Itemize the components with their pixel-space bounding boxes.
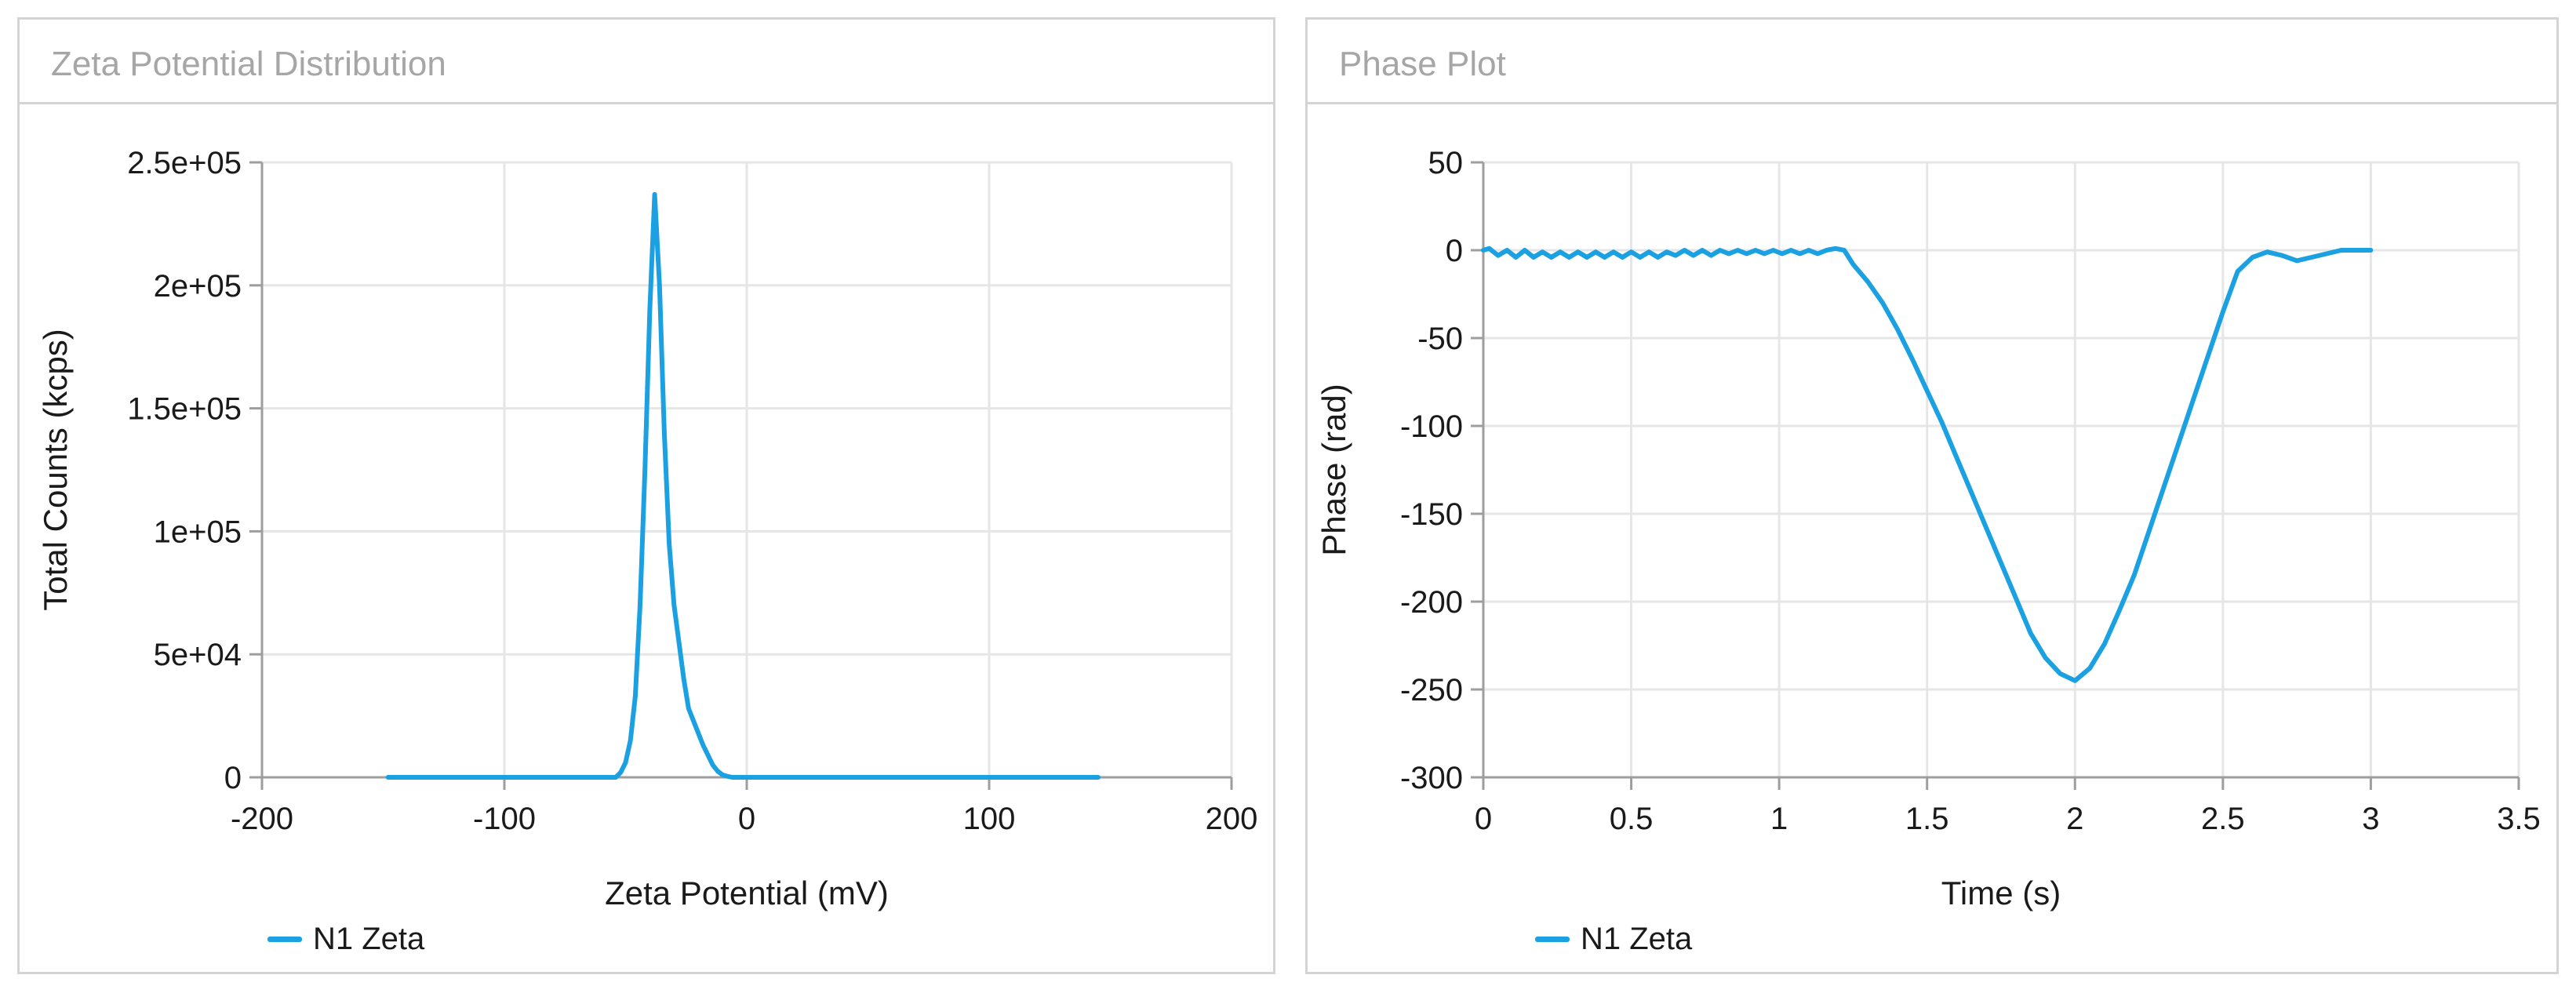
phase-ytick-label-1: -250 [1400, 673, 1463, 708]
zeta-series-line-0[interactable] [385, 191, 1101, 780]
zeta-ytick-label-5: 2.5e+05 [127, 146, 242, 180]
zeta-ytick-label-1: 5e+04 [154, 638, 242, 672]
zeta-xtick-label-0: -200 [231, 802, 293, 836]
phase-plot-panel: Phase Plot 0 0.5 1 1.5 2 2.5 3 3.5 -300 -250 -200 -… [1305, 17, 2559, 974]
zeta-xtick-label-2: 0 [738, 802, 755, 836]
zeta-legend-swatch [267, 937, 302, 942]
phase-ytick-label-7: 50 [1428, 146, 1464, 180]
zeta-ytick-label-2: 1e+05 [154, 515, 242, 549]
zeta-ytick-label-4: 2e+05 [154, 269, 242, 304]
phase-ytick-label-5: -50 [1417, 322, 1463, 356]
phase-xtick-label-4: 2 [2066, 802, 2083, 836]
phase-xtick-label-1: 0.5 [1610, 802, 1654, 836]
phase-xtick-label-6: 3 [2362, 802, 2379, 836]
phase-y-axis-title: Phase (rad) [1315, 384, 1352, 555]
phase-ytick-label-4: -100 [1400, 409, 1463, 444]
zeta-ytick-label-3: 1.5e+05 [127, 392, 242, 427]
phase-xtick-label-3: 1.5 [1905, 802, 1949, 836]
zeta-panel-header: Zeta Potential Distribution [20, 20, 1273, 104]
zeta-y-axis-title: Total Counts (kcps) [37, 329, 74, 610]
zeta-potential-panel: Zeta Potential Distribution -200 -100 0 100… [17, 17, 1275, 974]
phase-x-axis-title: Time (s) [1941, 875, 2061, 911]
phase-legend-swatch [1535, 937, 1570, 942]
phase-xtick-label-2: 1 [1770, 802, 1788, 836]
phase-xtick-label-5: 2.5 [2201, 802, 2245, 836]
phase-ytick-label-0: -300 [1400, 761, 1463, 795]
phase-xtick-label-0: 0 [1475, 802, 1492, 836]
zeta-xtick-label-1: -100 [473, 802, 536, 836]
phase-legend-label: N1 Zeta [1581, 922, 1693, 956]
zeta-legend[interactable]: N1 Zeta [267, 922, 424, 957]
phase-legend[interactable]: N1 Zeta [1535, 922, 1692, 957]
phase-series-line-0[interactable] [1481, 246, 2374, 683]
phase-panel-header: Phase Plot [1308, 20, 2556, 104]
zeta-chart: -200 -100 0 100 200 0 5e+04 1e+05 1.5e+05 2e+05 2.… [37, 146, 1258, 911]
zeta-x-axis-title: Zeta Potential (mV) [605, 875, 889, 911]
phase-ytick-label-2: -200 [1400, 585, 1463, 620]
zeta-ytick-label-0: 0 [224, 761, 242, 795]
phase-panel-title: Phase Plot [1339, 45, 1506, 83]
phase-ytick-label-6: 0 [1446, 234, 1463, 268]
phase-chart: 0 0.5 1 1.5 2 2.5 3 3.5 -300 -250 -200 -150 -100 -50 0… [1315, 146, 2541, 911]
zeta-legend-label: N1 Zeta [313, 922, 425, 956]
phase-xtick-label-7: 3.5 [2497, 802, 2541, 836]
zeta-xtick-label-4: 200 [1206, 802, 1258, 836]
zeta-xtick-label-3: 100 [963, 802, 1016, 836]
zeta-panel-title: Zeta Potential Distribution [51, 45, 446, 83]
phase-ytick-label-3: -150 [1400, 497, 1463, 532]
